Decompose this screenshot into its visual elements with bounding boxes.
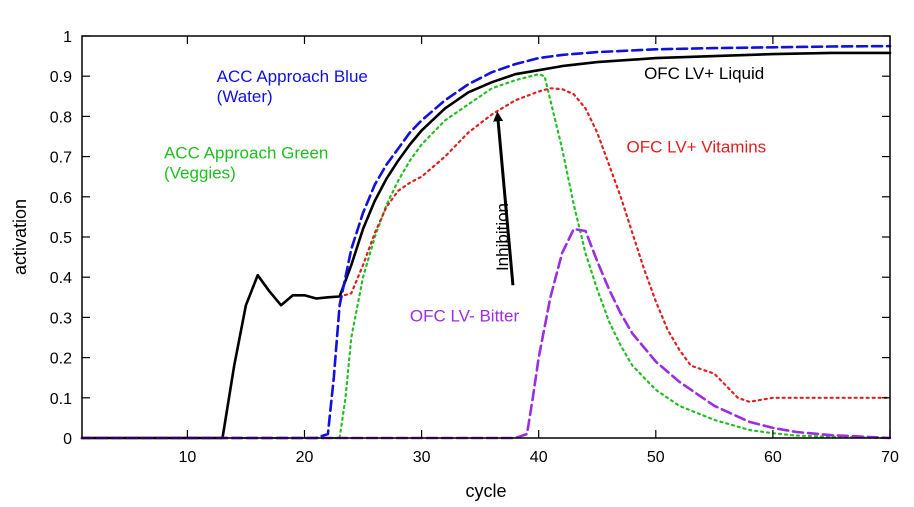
y-tick-label: 0.3	[50, 310, 72, 327]
series-layer	[80, 44, 892, 440]
annotation-layer: ACC Approach Blue (Water) ACC Approach Gre…	[164, 64, 766, 325]
labels-layer: 10 20 30 40 50 60 70 0 0.1 0.2 0.3 0.4 0.5 0.6 0.7 0.8 0…	[50, 29, 899, 466]
inhibition-arrow	[493, 111, 515, 286]
x-tick-label: 70	[881, 449, 899, 466]
series-line-3	[80, 44, 892, 440]
x-axis-title: cycle	[465, 481, 506, 501]
y-tick-label: 0.6	[50, 190, 72, 207]
series-line-4	[80, 73, 892, 440]
y-axis-title: activation	[10, 199, 30, 275]
y-tick-label: 0	[63, 431, 72, 448]
annotation-line: (Veggies)	[164, 164, 236, 183]
y-tick-label: 0.7	[50, 150, 72, 167]
y-tick-label: 0.9	[50, 69, 72, 86]
plot-frame	[81, 35, 891, 439]
annotation-label: OFC LV+ Liquid	[644, 64, 764, 83]
annotation-line: ACC Approach Blue	[217, 67, 368, 86]
annotation-line: ACC Approach Green	[164, 144, 328, 163]
ticks-layer	[82, 35, 891, 439]
series-line-1	[80, 51, 892, 440]
x-tick-label: 40	[530, 449, 548, 466]
annotation-line: OFC LV+ Vitamins	[627, 138, 767, 157]
y-tick-label: 0.2	[50, 351, 72, 368]
annotation-label: OFC LV- Bitter	[410, 306, 520, 325]
series-line-2	[80, 87, 892, 440]
annotation-line: (Water)	[217, 87, 273, 106]
x-tick-label: 60	[764, 449, 782, 466]
y-tick-label: 0.4	[50, 270, 72, 287]
y-tick-label: 0.8	[50, 109, 72, 126]
x-tick-label: 30	[413, 449, 431, 466]
x-tick-label: 10	[178, 449, 196, 466]
y-tick-label: 0.5	[50, 230, 72, 247]
annotation-label: ACC Approach Green (Veggies)	[164, 144, 328, 183]
x-tick-label: 20	[296, 449, 314, 466]
annotation-line: OFC LV+ Liquid	[644, 64, 764, 83]
x-tick-label: 50	[647, 449, 665, 466]
y-tick-label: 1	[63, 29, 72, 46]
annotation-label: OFC LV+ Vitamins	[627, 138, 767, 157]
y-tick-label: 0.1	[50, 391, 72, 408]
annotation-label: ACC Approach Blue (Water)	[217, 67, 368, 106]
annotation-line: OFC LV- Bitter	[410, 306, 520, 325]
series-line-5	[80, 227, 892, 440]
